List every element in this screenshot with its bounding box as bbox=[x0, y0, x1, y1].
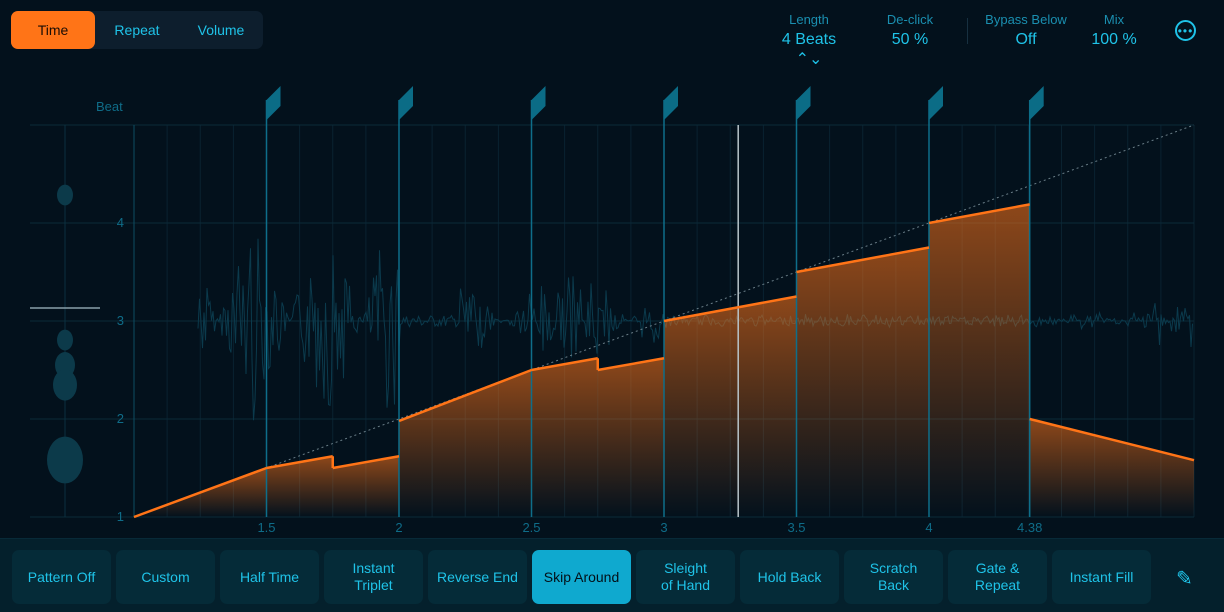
slice-marker-handle[interactable] bbox=[266, 86, 281, 120]
y-tick-label: 4 bbox=[117, 215, 124, 230]
x-tick-label: 3.5 bbox=[787, 520, 805, 535]
segment-fill bbox=[929, 204, 1030, 517]
preset-custom[interactable]: Custom bbox=[116, 550, 215, 604]
segment-fill bbox=[597, 358, 664, 517]
curve-segment bbox=[928, 203, 1030, 225]
declick-value[interactable]: 50 % bbox=[891, 31, 929, 48]
slice-marker-handle[interactable] bbox=[664, 86, 678, 120]
slice-marker-handle[interactable] bbox=[399, 86, 413, 120]
slice-marker-handle[interactable] bbox=[796, 86, 811, 120]
slice-marker-handle[interactable] bbox=[531, 86, 546, 120]
preset-hold-back[interactable]: Hold Back bbox=[740, 550, 839, 604]
overview-waveform bbox=[53, 369, 77, 401]
slice-marker-handle[interactable] bbox=[929, 86, 943, 120]
x-tick-label: 4 bbox=[925, 520, 932, 535]
length-label: Length bbox=[789, 12, 829, 27]
segment-fill bbox=[1029, 419, 1194, 517]
x-tick-label: 4.38 bbox=[1017, 520, 1042, 535]
curve-segment bbox=[266, 455, 333, 470]
curve-segment bbox=[1029, 417, 1195, 462]
tab-time[interactable]: Time bbox=[11, 11, 95, 49]
mix-value[interactable]: 100 % bbox=[1091, 31, 1137, 48]
ellipsis-circle-icon[interactable]: ••• bbox=[1175, 20, 1196, 41]
divider bbox=[967, 18, 968, 44]
x-tick-label: 2.5 bbox=[522, 520, 540, 535]
preset-reverse-end[interactable]: Reverse End bbox=[428, 550, 527, 604]
y-tick-label: 3 bbox=[117, 313, 124, 328]
declick-control[interactable]: De-click 50 % bbox=[875, 12, 945, 49]
preset-gate-repeat[interactable]: Gate & Repeat bbox=[948, 550, 1047, 604]
bypass-value[interactable]: Off bbox=[1015, 31, 1037, 48]
pencil-icon[interactable]: ✎ bbox=[1176, 568, 1193, 590]
slice-marker-handle[interactable] bbox=[1029, 86, 1044, 120]
preset-bar: Pattern Off Custom Half Time Instant Triple… bbox=[0, 538, 1224, 612]
x-tick-label: 2 bbox=[395, 520, 402, 535]
segment-fill bbox=[399, 370, 532, 517]
bypass-control[interactable]: Bypass Below Off bbox=[978, 12, 1074, 49]
bypass-label: Bypass Below bbox=[985, 12, 1067, 27]
y-tick-label: 2 bbox=[117, 411, 124, 426]
preset-instant-fill[interactable]: Instant Fill bbox=[1052, 550, 1151, 604]
length-value[interactable]: 4 Beats ⌃⌄ bbox=[781, 31, 837, 68]
curve-segment bbox=[531, 357, 598, 372]
mix-label: Mix bbox=[1103, 12, 1125, 27]
mix-control[interactable]: Mix 100 % bbox=[1085, 12, 1143, 49]
segment-fill bbox=[796, 247, 929, 517]
mode-tabs: Time Repeat Volume bbox=[11, 11, 263, 49]
overview-waveform bbox=[47, 436, 83, 484]
x-tick-label: 1.5 bbox=[257, 520, 275, 535]
segment-fill bbox=[332, 456, 399, 517]
curve-segment bbox=[398, 368, 532, 423]
preset-half-time[interactable]: Half Time bbox=[220, 550, 319, 604]
declick-label: De-click bbox=[886, 12, 934, 27]
tab-repeat[interactable]: Repeat bbox=[114, 22, 160, 38]
preset-scratch-back[interactable]: Scratch Back bbox=[844, 550, 943, 604]
curve-segment bbox=[597, 357, 665, 372]
curve-segment bbox=[796, 246, 930, 274]
x-tick-label: 3 bbox=[660, 520, 667, 535]
tab-volume[interactable]: Volume bbox=[197, 22, 245, 38]
y-tick-label: 1 bbox=[117, 509, 124, 524]
curve-segment bbox=[663, 295, 797, 323]
segment-fill bbox=[664, 296, 797, 517]
curve-segment bbox=[332, 455, 400, 470]
segment-fill bbox=[266, 456, 333, 517]
curve-segment bbox=[133, 466, 267, 519]
preset-pattern-off[interactable]: Pattern Off bbox=[12, 550, 111, 604]
preset-skip-around[interactable]: Skip Around bbox=[532, 550, 631, 604]
preset-sleight-of-hand[interactable]: Sleight of Hand bbox=[636, 550, 735, 604]
preset-instant-triplet[interactable]: Instant Triplet bbox=[324, 550, 423, 604]
overview-waveform bbox=[57, 329, 73, 351]
length-control[interactable]: Length 4 Beats ⌃⌄ bbox=[770, 12, 848, 69]
overview-waveform bbox=[57, 184, 73, 206]
y-axis-label: Beat bbox=[96, 99, 123, 114]
segment-fill bbox=[531, 358, 598, 517]
time-pattern-chart[interactable]: Beat 1 2 3 4 1.5 2 2.5 3 3.5 4 4.38 bbox=[0, 0, 1224, 538]
